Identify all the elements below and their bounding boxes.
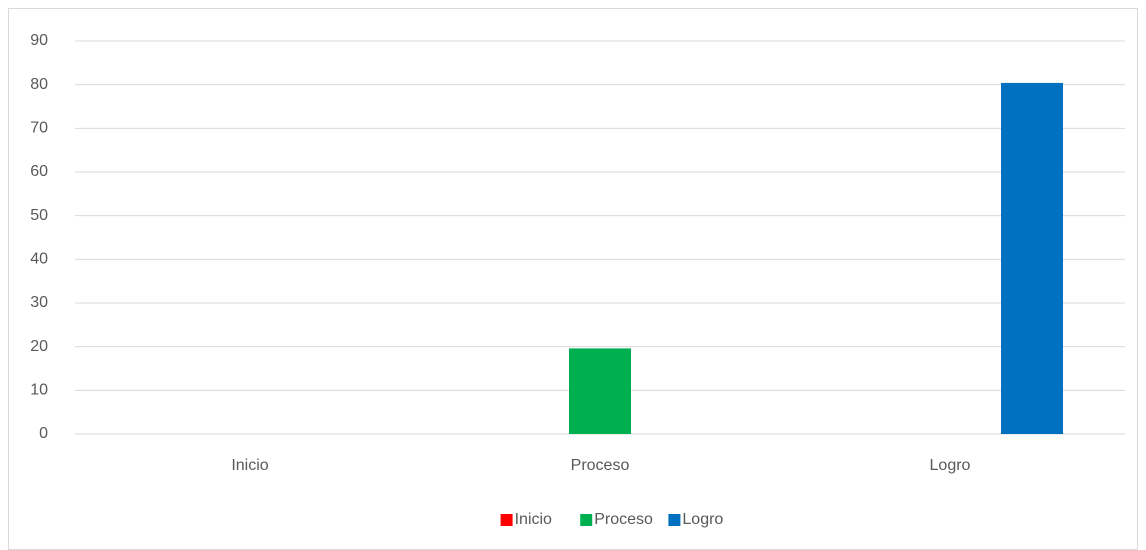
y-tick-label: 20 (30, 338, 48, 355)
x-tick-label: Logro (930, 457, 971, 474)
bar (569, 348, 631, 434)
y-tick-label: 10 (30, 382, 48, 399)
y-tick-label: 90 (30, 32, 48, 49)
bar (1001, 82, 1063, 435)
legend-label: Logro (682, 511, 723, 528)
legend-label: Inicio (515, 511, 552, 528)
y-tick-label: 0 (39, 425, 48, 442)
legend-swatch (580, 514, 593, 526)
x-tick-label: Proceso (571, 457, 630, 474)
legend-swatch (668, 514, 681, 526)
y-tick-label: 40 (30, 251, 48, 268)
legend-label: Proceso (594, 511, 653, 528)
legend-swatch (500, 514, 513, 526)
y-tick-label: 30 (30, 294, 48, 311)
y-tick-label: 80 (30, 76, 48, 93)
y-tick-label: 50 (30, 207, 48, 224)
y-tick-label: 60 (30, 163, 48, 180)
chart-frame (8, 8, 1138, 550)
y-tick-label: 70 (30, 120, 48, 137)
x-tick-label: Inicio (231, 457, 268, 474)
